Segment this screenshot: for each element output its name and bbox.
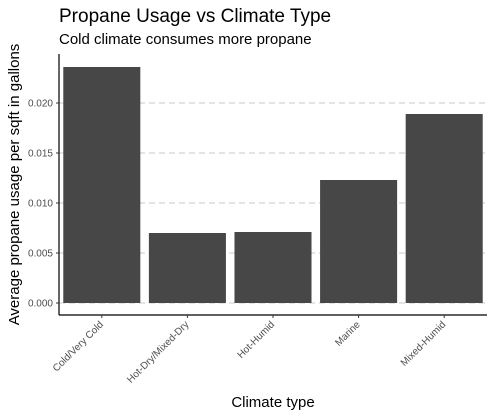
bars bbox=[63, 67, 483, 303]
x-tick-label: Cold/Very Cold bbox=[51, 319, 106, 374]
x-tick-label: Hot-Humid bbox=[236, 319, 278, 361]
x-tick-label: Marine bbox=[333, 319, 363, 349]
bar-hot-dry-mixed-dry bbox=[148, 233, 226, 303]
y-tick-label: 0.010 bbox=[28, 199, 53, 210]
bar-mixed-humid bbox=[405, 114, 483, 303]
y-tick-label: 0.000 bbox=[28, 299, 53, 310]
y-tick-label: 0.005 bbox=[28, 249, 53, 260]
x-ticks: Cold/Very Cold Hot-Dry/Mixed-Dry Hot-Humid… bbox=[51, 315, 448, 386]
y-tick-label: 0.015 bbox=[28, 149, 53, 160]
bar-cold-very-cold bbox=[63, 67, 141, 303]
bar-marine bbox=[320, 180, 398, 303]
chart-subtitle: Cold climate consumes more propane bbox=[59, 31, 312, 48]
y-axis-title: Average propane usage per sqft in gallon… bbox=[6, 44, 23, 326]
y-tick-label: 0.020 bbox=[28, 99, 53, 110]
chart-title: Propane Usage vs Climate Type bbox=[59, 6, 332, 27]
x-tick-label: Mixed-Humid bbox=[399, 319, 448, 368]
bar-hot-humid bbox=[234, 232, 312, 303]
x-tick-label: Hot-Dry/Mixed-Dry bbox=[125, 319, 191, 385]
x-axis-title: Climate type bbox=[231, 394, 314, 411]
y-ticks: 0.000 0.005 0.010 0.015 0.020 bbox=[28, 99, 59, 310]
